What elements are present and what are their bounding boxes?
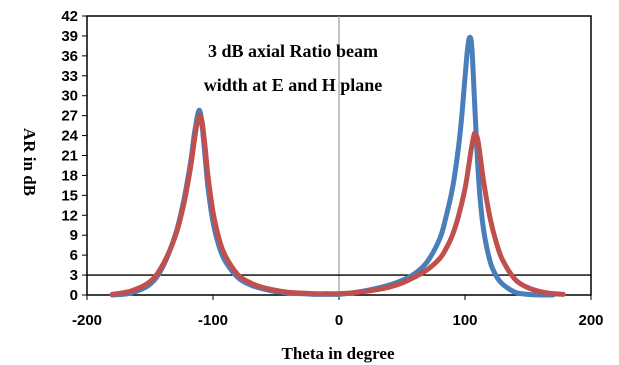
y-tick-label: 33 xyxy=(61,68,78,85)
y-tick-label: 30 xyxy=(61,88,78,105)
x-tick-label: -100 xyxy=(198,312,228,329)
y-tick-label: 9 xyxy=(70,227,78,244)
annotation-line-2: width at E and H plane xyxy=(204,75,383,95)
x-tick-label: -200 xyxy=(72,312,102,329)
y-tick-label: 18 xyxy=(61,167,78,184)
y-tick-label: 27 xyxy=(61,108,78,125)
y-axis-title: AR in dB xyxy=(20,128,39,196)
y-tick-label: 42 xyxy=(61,8,78,25)
annotation-line-1: 3 dB axial Ratio beam xyxy=(208,41,378,61)
y-tick-label: 21 xyxy=(61,148,78,165)
series-line-2 xyxy=(109,112,566,297)
x-tick-label: 100 xyxy=(452,312,477,329)
y-tick-label: 15 xyxy=(61,187,78,204)
y-tick-label: 6 xyxy=(70,247,78,264)
x-axis-title: Theta in degree xyxy=(281,344,394,363)
y-tick-label: 0 xyxy=(70,287,78,304)
y-tick-label: 36 xyxy=(61,48,78,65)
x-tick-label: 0 xyxy=(335,312,343,329)
y-tick-label: 12 xyxy=(61,207,78,224)
x-tick-label: 200 xyxy=(578,312,603,329)
y-tick-label: 39 xyxy=(61,28,78,45)
y-tick-label: 3 xyxy=(70,267,78,284)
y-tick-label: 24 xyxy=(61,128,78,145)
